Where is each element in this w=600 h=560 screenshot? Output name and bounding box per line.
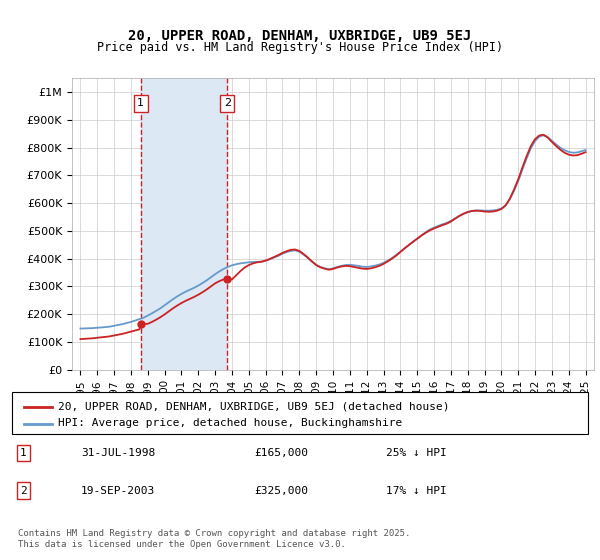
Text: 20, UPPER ROAD, DENHAM, UXBRIDGE, UB9 5EJ (detached house): 20, UPPER ROAD, DENHAM, UXBRIDGE, UB9 5E…: [58, 402, 449, 412]
Text: £325,000: £325,000: [254, 486, 308, 496]
Text: 19-SEP-2003: 19-SEP-2003: [81, 486, 155, 496]
Text: 2: 2: [224, 99, 231, 109]
Text: £165,000: £165,000: [254, 448, 308, 458]
Text: 1: 1: [137, 99, 144, 109]
Text: 31-JUL-1998: 31-JUL-1998: [81, 448, 155, 458]
Text: 20, UPPER ROAD, DENHAM, UXBRIDGE, UB9 5EJ: 20, UPPER ROAD, DENHAM, UXBRIDGE, UB9 5E…: [128, 29, 472, 44]
FancyBboxPatch shape: [12, 392, 588, 434]
Text: 1: 1: [20, 448, 27, 458]
Text: 17% ↓ HPI: 17% ↓ HPI: [386, 486, 447, 496]
Text: Contains HM Land Registry data © Crown copyright and database right 2025.
This d: Contains HM Land Registry data © Crown c…: [18, 529, 410, 549]
Text: HPI: Average price, detached house, Buckinghamshire: HPI: Average price, detached house, Buck…: [58, 418, 403, 428]
Bar: [141, 78, 227, 370]
Text: 2: 2: [20, 486, 27, 496]
Text: Price paid vs. HM Land Registry's House Price Index (HPI): Price paid vs. HM Land Registry's House …: [97, 41, 503, 54]
Text: 25% ↓ HPI: 25% ↓ HPI: [386, 448, 447, 458]
